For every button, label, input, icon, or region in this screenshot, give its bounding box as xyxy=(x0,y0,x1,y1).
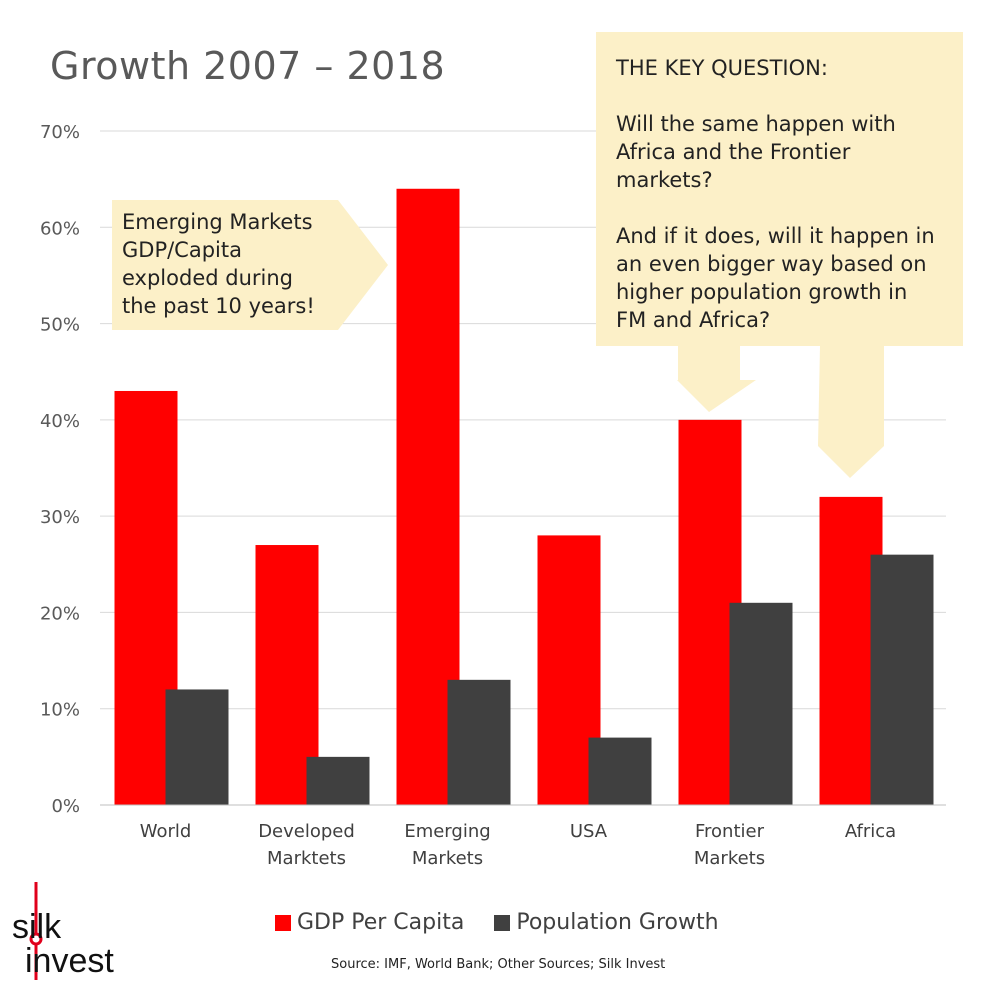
x-axis-tick-labels: World Developed Marktets Emerging Markets USA… xyxy=(140,821,896,869)
callout-line: the past 10 years! xyxy=(122,294,315,318)
legend-swatch-gdp xyxy=(275,914,291,931)
key-question-1: Will the same happen with Africa and the… xyxy=(616,112,896,192)
logo-red-dot xyxy=(29,932,43,946)
bar-population xyxy=(729,602,793,805)
x-tick-label: World xyxy=(140,821,192,842)
callout-line: Emerging Markets xyxy=(122,210,313,234)
key-question-2: And if it does, will it happen in an eve… xyxy=(616,224,935,332)
bars xyxy=(114,188,934,805)
frontier-callout-arrow xyxy=(677,346,756,412)
y-tick-label: 70% xyxy=(40,122,80,143)
x-tick-label: Frontier xyxy=(695,821,765,842)
emerging-markets-callout: Emerging Markets GDP/Capita exploded dur… xyxy=(112,200,338,330)
legend: GDP Per Capita Population Growth xyxy=(275,910,749,935)
x-tick-label: Africa xyxy=(845,821,896,842)
y-tick-label: 0% xyxy=(51,796,80,817)
y-tick-label: 40% xyxy=(40,411,80,432)
bar-population xyxy=(306,756,370,805)
legend-label-gdp: GDP Per Capita xyxy=(297,910,465,935)
bar-population xyxy=(165,689,229,805)
emerging-callout-arrow xyxy=(338,200,388,330)
chart-title: Growth 2007 – 2018 xyxy=(50,44,446,88)
africa-callout-arrow xyxy=(818,346,884,478)
source-note: Source: IMF, World Bank; Other Sources; … xyxy=(331,957,666,972)
bar-population xyxy=(588,737,652,805)
y-tick-label: 10% xyxy=(40,700,80,721)
legend-label-population: Population Growth xyxy=(516,910,719,935)
legend-item-population: Population Growth xyxy=(494,910,719,935)
bar-population xyxy=(447,679,511,805)
y-tick-label: 20% xyxy=(40,603,80,624)
y-tick-label: 60% xyxy=(40,218,80,239)
legend-item-gdp: GDP Per Capita xyxy=(275,910,464,935)
y-tick-label: 50% xyxy=(40,315,80,336)
y-tick-label: 30% xyxy=(40,507,80,528)
x-tick-label: Emerging xyxy=(404,821,490,842)
x-tick-label: Marktets xyxy=(267,848,346,869)
y-axis-tick-labels: 0% 10% 20% 30% 40% 50% 60% 70% xyxy=(40,122,80,817)
callout-line: exploded during xyxy=(122,266,293,290)
callout-line: GDP/Capita xyxy=(122,238,242,262)
key-question-callout: THE KEY QUESTION: Will the same happen w… xyxy=(596,32,963,346)
silk-invest-logo: silk invest xyxy=(12,882,114,980)
x-tick-label: Markets xyxy=(412,848,483,869)
x-tick-label: USA xyxy=(570,821,608,842)
x-tick-label: Markets xyxy=(694,848,765,869)
logo-text-silk: silk xyxy=(12,908,62,946)
bar-population xyxy=(870,554,934,805)
x-tick-label: Developed xyxy=(258,821,355,842)
legend-swatch-population xyxy=(494,914,511,931)
key-question-heading: THE KEY QUESTION: xyxy=(616,56,828,80)
logo-text-invest: invest xyxy=(25,942,114,980)
